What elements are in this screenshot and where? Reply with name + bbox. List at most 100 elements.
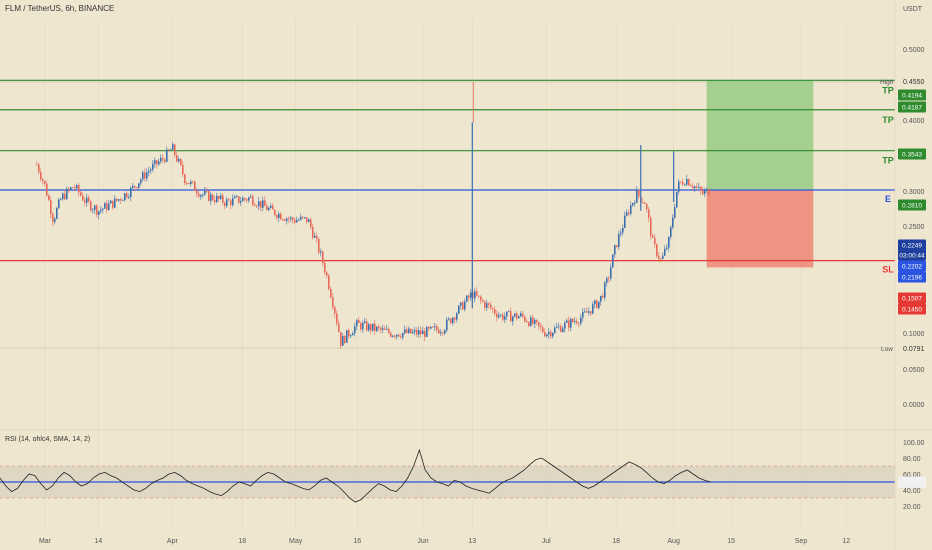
candle-body	[147, 170, 150, 173]
candle-body	[557, 326, 560, 328]
candle-body	[477, 295, 480, 297]
candle-body	[511, 316, 514, 322]
candle-body	[445, 319, 448, 331]
candle-body	[279, 213, 282, 220]
candle-body	[669, 227, 672, 237]
candle-body	[311, 227, 314, 238]
candle-body	[621, 227, 624, 233]
candle-body	[319, 251, 322, 253]
candle-body	[181, 164, 184, 175]
candle-body	[569, 318, 572, 328]
candle-body	[153, 160, 156, 164]
candle-body	[695, 186, 698, 188]
candle-body	[235, 196, 238, 197]
candle-body	[197, 193, 200, 197]
candle-body	[237, 196, 240, 203]
candle-body	[333, 306, 336, 314]
price-tag-bg-7	[898, 271, 926, 283]
candle-body	[505, 311, 508, 317]
candle-body	[183, 174, 186, 184]
candle-body	[443, 330, 446, 334]
candle-body	[683, 184, 686, 186]
candle-body	[243, 197, 246, 200]
candle-body	[425, 326, 428, 337]
candle-body	[431, 326, 434, 328]
candle-body	[307, 219, 310, 223]
candle-body	[555, 327, 558, 328]
candle-body	[145, 172, 148, 179]
candle-body	[523, 316, 526, 322]
candle-body	[59, 199, 62, 200]
candle-body	[517, 316, 520, 319]
candle-body	[225, 199, 228, 206]
candle-body	[539, 325, 542, 328]
candle-body	[587, 311, 590, 313]
candle-body	[325, 272, 328, 276]
candle-body	[451, 317, 454, 323]
candle-body	[357, 320, 360, 324]
candle-body	[195, 190, 198, 194]
candle-body	[473, 291, 476, 299]
candle-body	[529, 317, 532, 326]
candle-body	[339, 331, 342, 346]
candle-body	[261, 200, 264, 208]
candle-body	[371, 323, 374, 331]
candle-body	[97, 211, 100, 215]
candle-body	[649, 217, 652, 236]
candle-body	[301, 216, 304, 218]
candle-body	[259, 201, 262, 208]
candle-body	[455, 313, 458, 320]
candle-body	[343, 335, 346, 343]
x-tick-label: 15	[727, 538, 735, 545]
candle-body	[449, 318, 452, 323]
candle-body	[103, 203, 106, 209]
candle-body	[65, 188, 68, 200]
candle-body	[543, 332, 546, 337]
candle-body	[549, 331, 552, 337]
candle-body	[277, 213, 280, 218]
candle-body	[605, 278, 608, 283]
candle-body	[391, 335, 394, 337]
candle-body	[395, 334, 398, 337]
candle-body	[89, 201, 92, 211]
candle-body	[179, 159, 182, 165]
candle-body	[417, 330, 420, 335]
candle-body	[483, 301, 486, 308]
candle-body	[447, 318, 450, 320]
price-tag-bg-8	[898, 292, 926, 304]
price-tag-label-0: 0.4194	[902, 93, 922, 100]
candle-body	[345, 330, 348, 343]
price-tag-label-5: 03:00:44	[899, 253, 925, 260]
x-tick-label: 18	[612, 538, 620, 545]
candle-body	[129, 187, 132, 197]
candle-body	[681, 182, 684, 185]
candle-body	[607, 278, 610, 280]
candle-body	[281, 219, 284, 221]
candle-body	[231, 198, 234, 206]
candle-body	[611, 254, 614, 268]
candle-body	[515, 313, 518, 319]
candle-body	[393, 335, 396, 337]
x-tick-label: Mar	[39, 538, 52, 545]
candle-body	[653, 237, 656, 245]
candle-body	[51, 213, 54, 222]
candle-body	[403, 329, 406, 333]
candle-body	[427, 326, 430, 329]
level-name-2: TP	[882, 156, 894, 166]
candle-body	[613, 245, 616, 255]
candle-body	[599, 295, 602, 302]
candle-body	[361, 323, 364, 330]
candle-body	[81, 195, 84, 201]
candle-body	[53, 218, 56, 222]
candle-body	[673, 207, 676, 218]
candle-body	[309, 219, 312, 228]
x-tick-label: 14	[95, 538, 103, 545]
candle-body	[295, 220, 298, 223]
candle-body	[389, 332, 392, 337]
candle-body	[131, 185, 134, 188]
candle-body	[335, 313, 338, 324]
candle-body	[233, 196, 236, 199]
price-tag-bg-3	[898, 199, 926, 211]
candle-body	[317, 238, 320, 253]
candle-body	[485, 303, 488, 308]
